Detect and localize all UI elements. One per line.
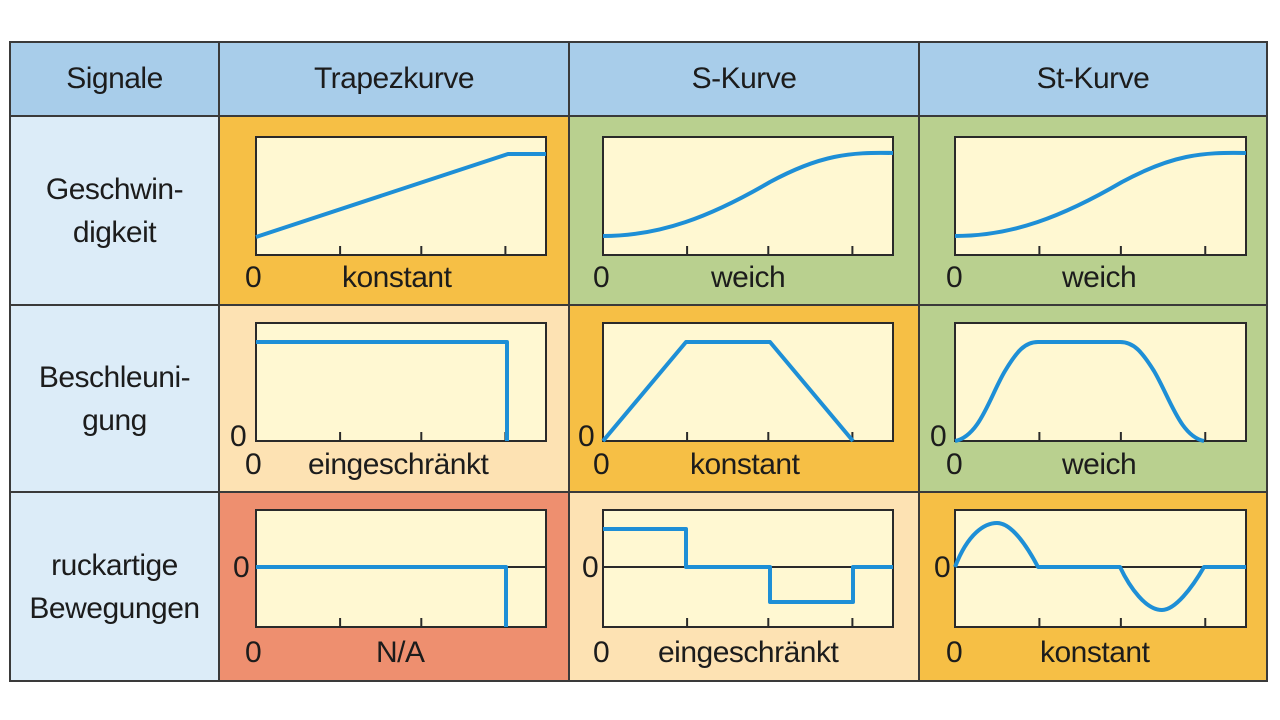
y-axis-zero-label: 0 (930, 420, 947, 453)
row-label-geschwindigkeit: Geschwin- digkeit (11, 117, 220, 306)
accel-trapez-curve (256, 340, 509, 441)
cell-note: konstant (1040, 636, 1150, 669)
cell-note: N/A (376, 636, 425, 669)
cell-st-beschleunigung: 0 0 weich (920, 306, 1266, 493)
cell-st-ruck: 0 0 konstant (920, 493, 1266, 680)
row-label-beschleunigung: Beschleuni- gung (11, 306, 220, 493)
accel-st-curve (954, 340, 1205, 443)
row-label-text: ruckartige Bewegungen (29, 548, 200, 625)
y-axis-zero-label: 0 (230, 420, 247, 453)
jerk-st-curve (953, 521, 1246, 612)
plot-trapez-beschleunigung (255, 322, 547, 442)
header-trapezkurve: Trapezkurve (220, 43, 570, 117)
jerk-trapez-curve (256, 565, 508, 627)
x-axis-zero-label: 0 (245, 261, 262, 294)
plot-trapez-geschwindigkeit (255, 136, 547, 256)
cell-note: weich (711, 261, 786, 294)
x-axis-zero-label: 0 (245, 636, 262, 669)
x-axis-zero-label: 0 (245, 448, 262, 481)
jerk-s-curve (603, 527, 893, 604)
cell-note: eingeschränkt (658, 636, 839, 669)
velocity-trapez-curve (255, 152, 546, 239)
cell-note: weich (1062, 261, 1137, 294)
header-s-kurve: S-Kurve (570, 43, 920, 117)
velocity-st-curve (954, 150, 1247, 238)
row-label-ruck: ruckartige Bewegungen (11, 493, 220, 680)
y-axis-zero-label: 0 (934, 551, 951, 584)
cell-s-beschleunigung: 0 0 konstant (570, 306, 920, 493)
x-axis-zero-label: 0 (593, 448, 610, 481)
cell-trapez-geschwindigkeit: 0 konstant (220, 117, 570, 306)
cell-st-geschwindigkeit: 0 weich (920, 117, 1266, 306)
cell-note: eingeschränkt (308, 448, 489, 481)
cell-s-geschwindigkeit: 0 weich (570, 117, 920, 306)
plot-trapez-ruck (255, 509, 547, 628)
header-label: Trapezkurve (313, 62, 475, 95)
x-axis-zero-label: 0 (593, 636, 610, 669)
cell-note: konstant (342, 261, 452, 294)
plot-s-ruck (602, 509, 894, 628)
y-axis-zero-label: 0 (578, 420, 595, 453)
cell-s-ruck: 0 0 eingeschränkt (570, 493, 920, 680)
plot-st-geschwindigkeit (954, 136, 1247, 256)
y-axis-zero-label: 0 (582, 551, 599, 584)
x-axis-zero-label: 0 (946, 261, 963, 294)
velocity-s-curve (602, 150, 894, 238)
y-axis-zero-label: 0 (233, 551, 250, 584)
cell-note: konstant (690, 448, 800, 481)
cell-trapez-beschleunigung: 0 0 eingeschränkt (220, 306, 570, 493)
cell-note: weich (1062, 448, 1137, 481)
cell-trapez-ruck: 0 0 N/A (220, 493, 570, 680)
header-label: St-Kurve (1036, 62, 1150, 95)
plot-s-geschwindigkeit (602, 136, 894, 256)
x-axis-zero-label: 0 (593, 261, 610, 294)
header-signale: Signale (11, 43, 220, 117)
plot-st-beschleunigung (954, 322, 1247, 443)
plot-s-beschleunigung (601, 322, 894, 443)
accel-s-curve (601, 340, 855, 443)
plot-st-ruck (953, 509, 1247, 628)
header-label: Signale (66, 62, 163, 95)
x-axis-zero-label: 0 (946, 636, 963, 669)
row-label-text: Beschleuni- gung (38, 360, 191, 437)
signal-comparison-table: Signale Trapezkurve S-Kurve St-Kurve Ges… (9, 41, 1268, 682)
header-label: S-Kurve (691, 62, 797, 95)
row-label-text: Geschwin- digkeit (45, 172, 184, 249)
header-st-kurve: St-Kurve (920, 43, 1266, 117)
x-axis-zero-label: 0 (946, 448, 963, 481)
